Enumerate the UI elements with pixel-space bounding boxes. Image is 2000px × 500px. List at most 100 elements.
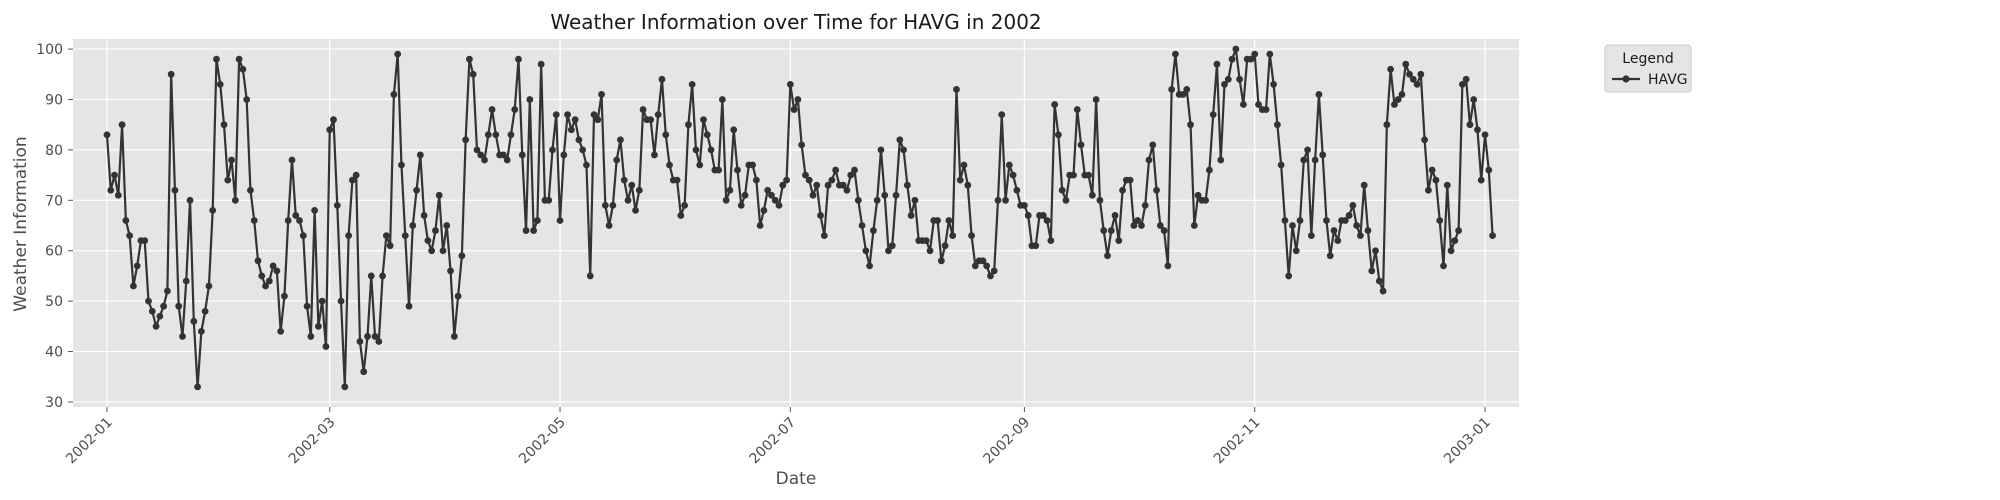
data-point <box>666 161 673 169</box>
data-point <box>1021 201 1028 209</box>
data-point <box>854 196 862 204</box>
data-point <box>1307 232 1315 240</box>
data-point <box>1489 232 1496 240</box>
data-point <box>685 121 692 129</box>
data-point <box>213 55 220 63</box>
data-point <box>741 191 749 199</box>
data-point <box>126 232 134 240</box>
data-point <box>1281 217 1289 224</box>
data-point <box>1285 272 1293 280</box>
data-point <box>1058 186 1066 194</box>
data-point <box>367 272 375 280</box>
legend-title: Legend <box>1622 51 1673 67</box>
y-tick-label: 90 <box>45 92 63 108</box>
data-point <box>511 106 519 113</box>
data-point <box>1432 176 1440 184</box>
data-point <box>197 327 205 335</box>
data-point <box>537 60 545 68</box>
data-point <box>1477 176 1485 184</box>
data-point <box>1032 242 1040 250</box>
data-point <box>1436 217 1444 224</box>
data-point <box>870 227 877 234</box>
data-point <box>118 121 126 129</box>
data-point <box>1088 191 1096 199</box>
data-point <box>1455 227 1462 234</box>
data-point <box>1406 70 1413 78</box>
data-point <box>881 191 889 199</box>
data-point <box>1443 181 1451 189</box>
data-point <box>281 292 288 300</box>
data-point <box>1187 121 1194 129</box>
data-point <box>145 297 152 305</box>
data-point <box>673 176 681 184</box>
data-point <box>775 201 783 209</box>
data-point <box>1047 237 1055 245</box>
legend: Legend HAVG <box>1604 44 1692 93</box>
data-point <box>564 111 571 119</box>
data-point <box>639 106 647 113</box>
data-point <box>979 257 987 265</box>
data-point <box>828 176 836 184</box>
data-point <box>503 156 511 164</box>
data-point <box>1013 186 1021 194</box>
data-point <box>609 201 617 209</box>
data-point <box>560 151 568 159</box>
data-point <box>1345 212 1353 219</box>
data-point <box>1221 80 1228 88</box>
data-point <box>964 181 972 189</box>
data-point <box>122 217 130 224</box>
data-point <box>1273 121 1281 129</box>
data-point <box>364 333 371 340</box>
data-point <box>1462 75 1470 83</box>
data-point <box>1115 237 1123 245</box>
data-point <box>613 156 621 164</box>
data-point <box>194 383 201 391</box>
data-point <box>1255 101 1262 108</box>
legend-marker <box>1622 75 1630 83</box>
data-point <box>813 181 821 189</box>
data-point <box>273 267 281 275</box>
data-point <box>401 232 409 240</box>
data-point <box>481 156 488 164</box>
data-point <box>941 242 949 250</box>
data-point <box>892 191 900 199</box>
data-point <box>937 257 945 265</box>
data-point <box>443 222 451 229</box>
data-point <box>620 176 628 184</box>
data-point <box>1149 141 1157 149</box>
data-point <box>526 96 534 103</box>
data-point <box>1156 222 1164 229</box>
data-point <box>786 80 794 88</box>
data-point <box>677 212 685 219</box>
data-point <box>734 166 741 174</box>
data-point <box>1051 101 1059 108</box>
y-tick-label: 40 <box>45 345 63 361</box>
data-point <box>1168 86 1176 93</box>
data-point <box>1164 262 1172 270</box>
data-point <box>971 262 979 270</box>
data-point <box>269 262 277 270</box>
data-point <box>171 186 179 194</box>
data-point <box>182 277 190 285</box>
data-point <box>284 217 292 224</box>
data-point <box>439 247 447 255</box>
data-point <box>696 161 704 169</box>
data-point <box>235 55 243 63</box>
data-point <box>737 201 745 209</box>
data-point <box>205 282 213 290</box>
data-point <box>681 201 689 209</box>
data-point <box>447 267 454 275</box>
data-point <box>160 302 168 310</box>
data-point <box>1458 80 1466 88</box>
data-point <box>386 242 394 250</box>
data-point <box>477 151 485 159</box>
data-point <box>1447 247 1455 255</box>
data-point <box>1126 176 1134 184</box>
data-point <box>726 186 734 194</box>
data-point <box>111 171 118 179</box>
data-point <box>466 55 473 63</box>
data-point <box>382 232 390 240</box>
data-point <box>231 196 239 204</box>
data-point <box>1104 252 1111 260</box>
data-point <box>1357 232 1364 240</box>
